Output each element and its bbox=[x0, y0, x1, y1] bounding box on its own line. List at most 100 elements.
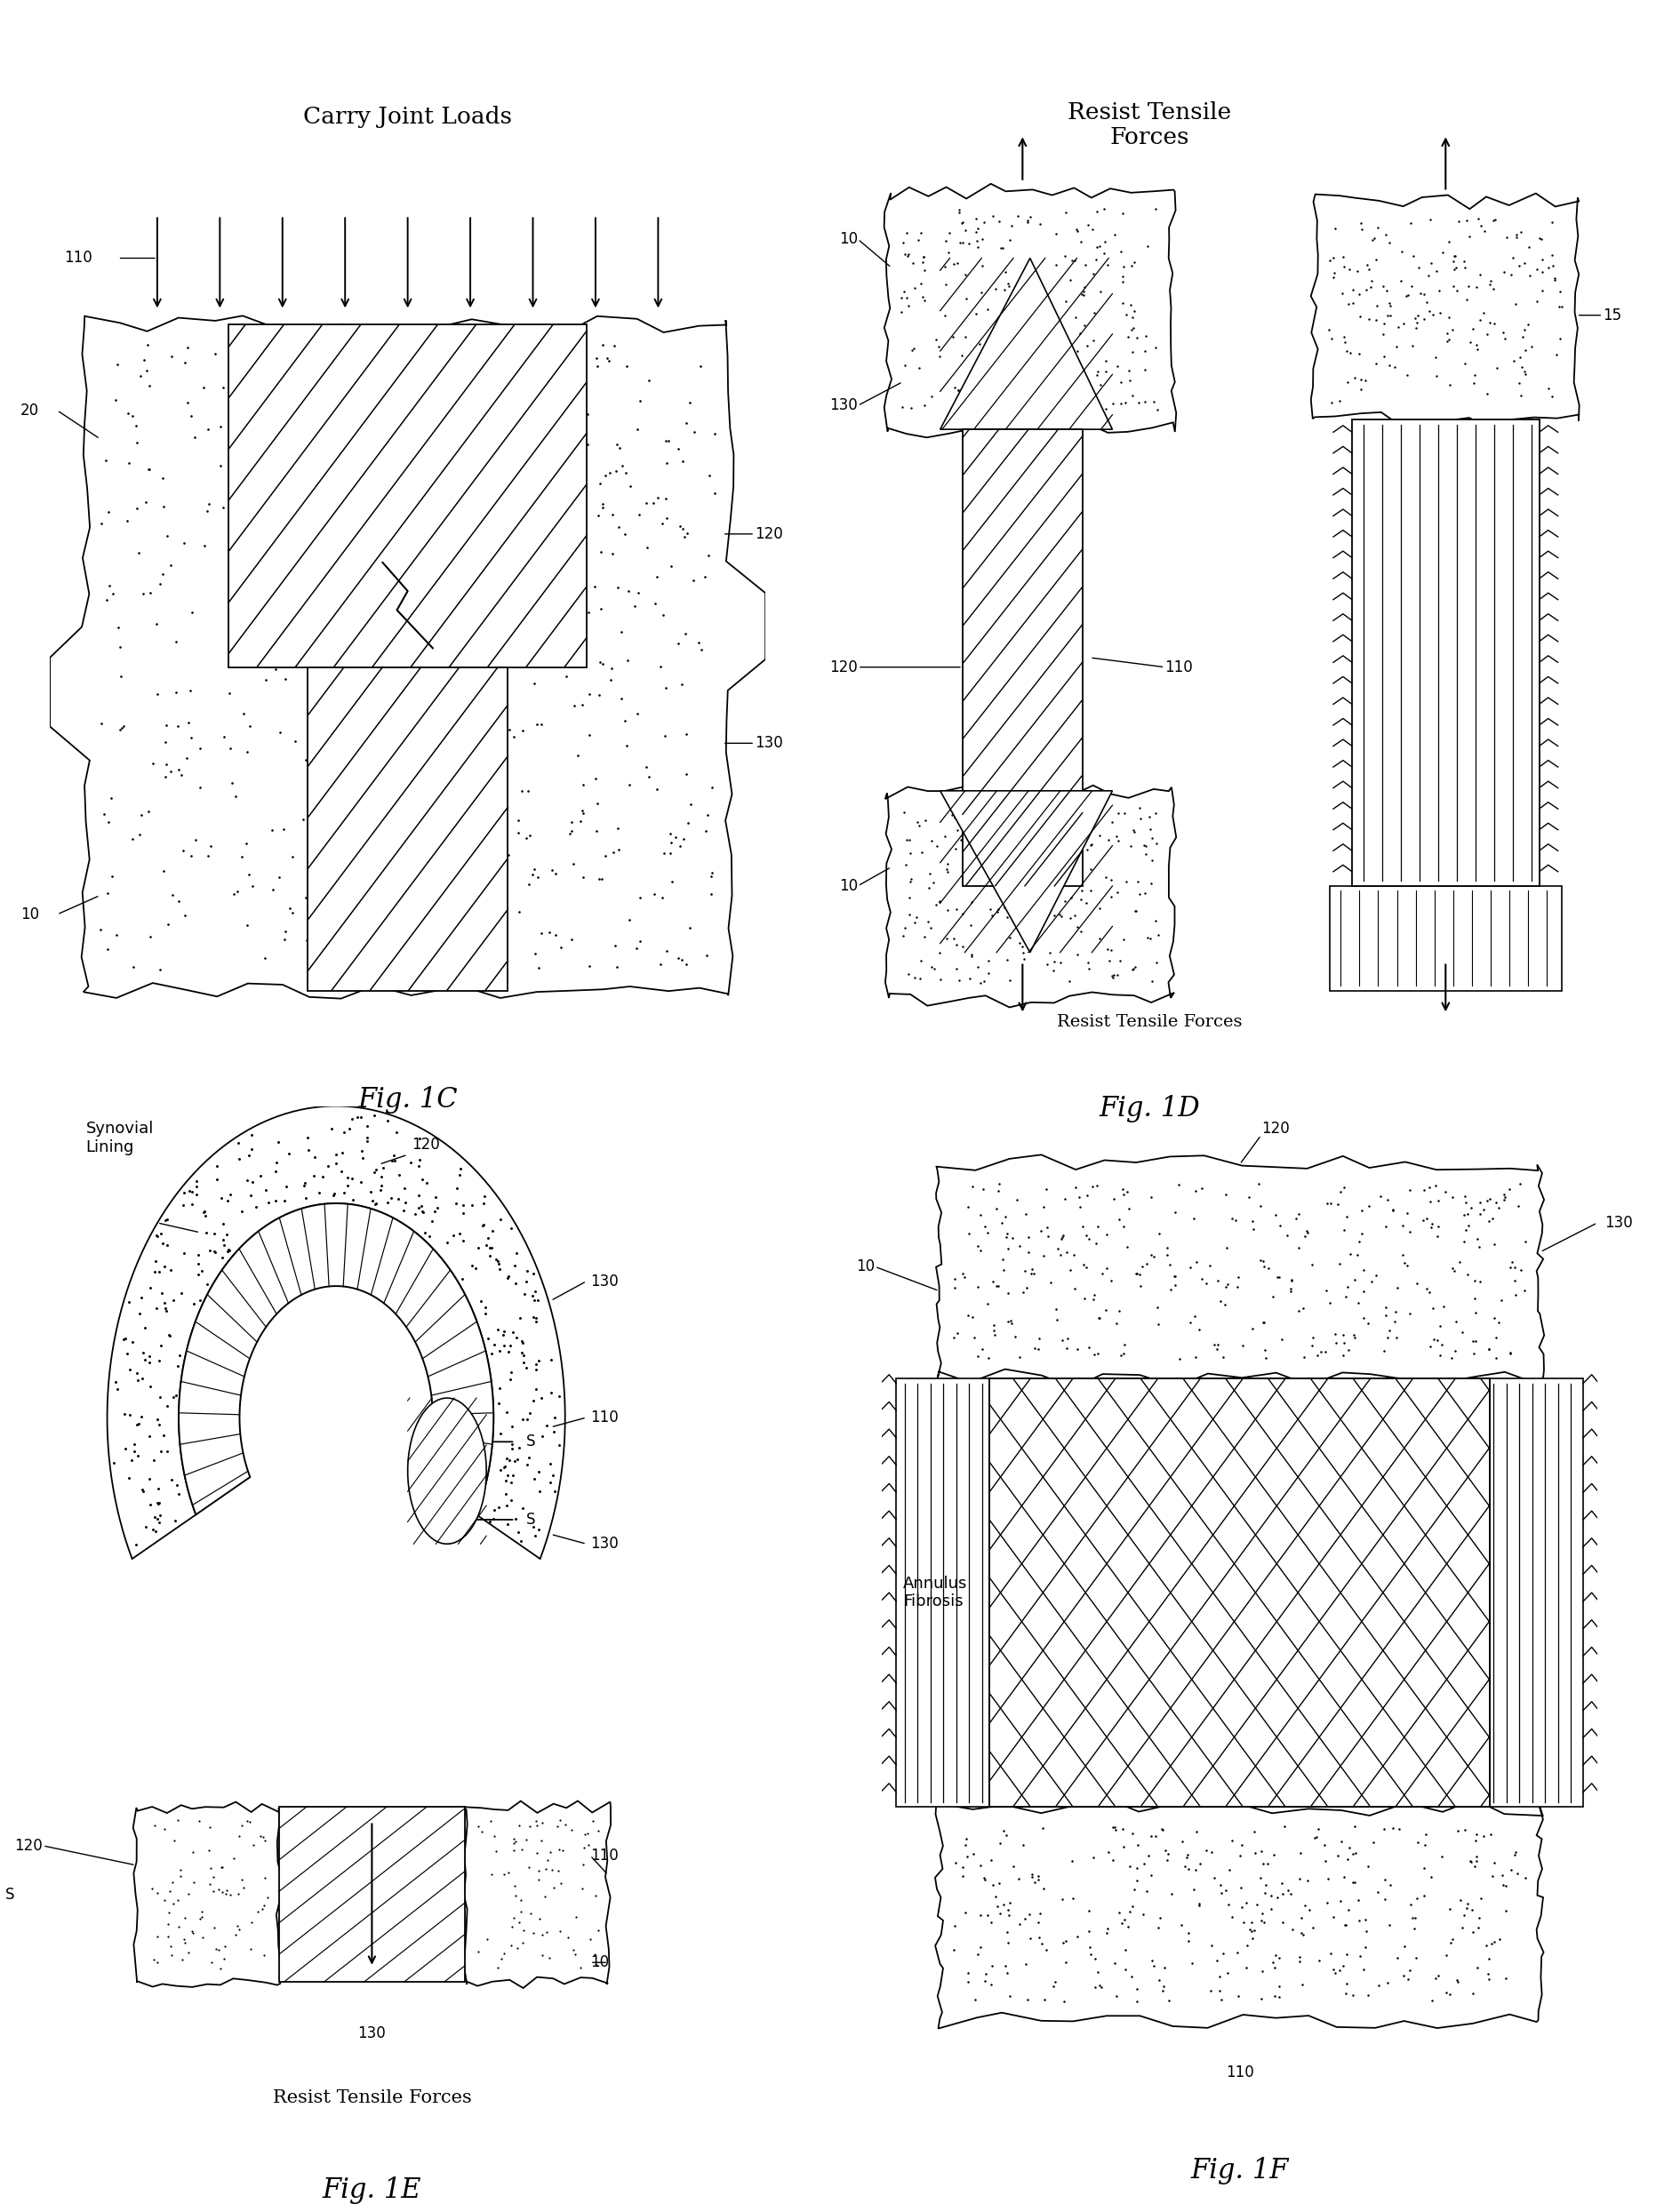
Point bbox=[441, 889, 468, 925]
Point bbox=[890, 274, 917, 310]
Point bbox=[225, 1876, 251, 1911]
Point bbox=[1047, 896, 1073, 931]
Point bbox=[1503, 217, 1529, 252]
Point bbox=[135, 327, 161, 363]
Point bbox=[396, 854, 423, 889]
Point bbox=[501, 1869, 527, 1905]
Point bbox=[1210, 1936, 1236, 1971]
Point bbox=[1326, 1245, 1353, 1281]
Point bbox=[276, 891, 303, 927]
Point bbox=[376, 714, 403, 750]
Point bbox=[950, 896, 977, 931]
Polygon shape bbox=[935, 1798, 1544, 2028]
Point bbox=[213, 1871, 240, 1907]
Point bbox=[1077, 827, 1103, 863]
Text: 130: 130 bbox=[755, 734, 784, 752]
Point bbox=[458, 916, 484, 951]
Point bbox=[1118, 312, 1145, 347]
Point bbox=[439, 947, 466, 982]
Point bbox=[567, 803, 594, 838]
Point bbox=[1275, 1217, 1301, 1252]
Point bbox=[1052, 195, 1078, 230]
Point bbox=[1043, 1292, 1070, 1327]
Point bbox=[1017, 838, 1043, 874]
Point bbox=[1072, 1281, 1098, 1316]
Point bbox=[1371, 1334, 1398, 1369]
Point bbox=[1078, 212, 1105, 248]
Point bbox=[998, 1305, 1025, 1340]
Point bbox=[466, 434, 493, 469]
Point bbox=[1374, 296, 1401, 332]
Point bbox=[1138, 1179, 1165, 1214]
Point bbox=[458, 456, 484, 491]
Point bbox=[1042, 945, 1068, 980]
Point bbox=[1105, 874, 1132, 909]
Point bbox=[105, 611, 131, 646]
Point bbox=[498, 595, 524, 630]
Point bbox=[429, 500, 456, 535]
Point bbox=[1132, 352, 1158, 387]
Point bbox=[1073, 1250, 1100, 1285]
Point bbox=[985, 204, 1012, 239]
Point bbox=[248, 361, 275, 396]
Point bbox=[947, 195, 973, 230]
Point bbox=[552, 557, 579, 593]
Point bbox=[1476, 1942, 1503, 1978]
Point bbox=[529, 1938, 556, 1973]
Point bbox=[1341, 1809, 1368, 1845]
Point bbox=[537, 1834, 564, 1869]
Point bbox=[1088, 1969, 1115, 2004]
Point bbox=[1110, 259, 1137, 294]
Point bbox=[1138, 1818, 1165, 1854]
Point bbox=[983, 1190, 1010, 1225]
Point bbox=[889, 281, 915, 316]
Point bbox=[1549, 290, 1576, 325]
Point bbox=[889, 389, 915, 425]
Point bbox=[408, 708, 434, 743]
Point bbox=[1366, 1969, 1393, 2004]
Point bbox=[632, 750, 659, 785]
Point bbox=[300, 349, 326, 385]
Point bbox=[1419, 296, 1446, 332]
Point bbox=[1331, 250, 1358, 285]
Text: 15: 15 bbox=[1602, 307, 1622, 323]
Point bbox=[980, 394, 1007, 429]
Text: S: S bbox=[526, 1511, 536, 1528]
Text: 10: 10 bbox=[591, 1955, 609, 1971]
Point bbox=[1261, 1938, 1288, 1973]
Point bbox=[995, 1303, 1022, 1338]
Point bbox=[314, 544, 341, 580]
Point bbox=[1070, 274, 1097, 310]
Point bbox=[501, 1820, 527, 1856]
Point bbox=[504, 498, 531, 533]
Point bbox=[1506, 248, 1533, 283]
Text: Fig. 1C: Fig. 1C bbox=[358, 1086, 458, 1113]
Point bbox=[963, 1338, 990, 1374]
Point bbox=[1401, 1911, 1428, 1947]
Point bbox=[95, 805, 121, 841]
Point bbox=[1428, 294, 1454, 330]
Point bbox=[943, 1316, 970, 1352]
Point bbox=[509, 354, 536, 389]
Point bbox=[1416, 201, 1443, 237]
Point bbox=[674, 515, 701, 551]
Point bbox=[889, 226, 915, 261]
Point bbox=[895, 237, 922, 272]
Point bbox=[1534, 250, 1561, 285]
Point bbox=[945, 374, 972, 409]
Point bbox=[1007, 925, 1033, 960]
Point bbox=[604, 812, 631, 847]
Point bbox=[1117, 1849, 1143, 1885]
Point bbox=[1423, 1960, 1449, 1995]
Point bbox=[1166, 1340, 1193, 1376]
Point bbox=[433, 484, 459, 520]
Point bbox=[992, 1199, 1018, 1234]
Point bbox=[1481, 1301, 1508, 1336]
Polygon shape bbox=[885, 785, 1176, 1006]
Point bbox=[1142, 192, 1168, 228]
Point bbox=[1203, 1942, 1230, 1978]
Text: Synovial
Lining: Synovial Lining bbox=[87, 1121, 153, 1155]
Point bbox=[1087, 274, 1113, 310]
Point bbox=[1083, 356, 1110, 392]
Point bbox=[1120, 378, 1146, 414]
